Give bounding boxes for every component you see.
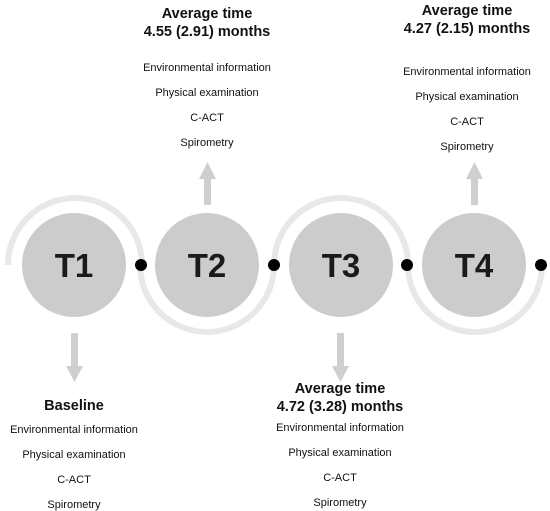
t2-title-line-1: Average time <box>161 6 253 22</box>
t4-info-block: Average time 4.27 (2.15) months Environm… <box>347 2 550 153</box>
t4-item-physical: Physical examination <box>415 91 519 103</box>
t4-title-line-2: 4.27 (2.15) months <box>403 21 531 37</box>
t2-info-block: Average time 4.55 (2.91) months Environm… <box>87 5 327 149</box>
t1-item-physical: Physical examination <box>22 449 126 461</box>
connector-dot-2 <box>268 259 280 271</box>
t4-item-spirometry: Spirometry <box>440 141 494 153</box>
t2-node-circle <box>155 213 259 317</box>
t3-info-block: Average time 4.72 (3.28) months Environm… <box>220 380 460 509</box>
t1-node-circle <box>22 213 126 317</box>
t1-node-label: T1 <box>55 247 94 284</box>
t4-node-circle <box>422 213 526 317</box>
t1-item-environmental: Environmental information <box>10 424 138 436</box>
t3-node-label: T3 <box>322 247 361 284</box>
t1-arrow-down <box>66 333 83 382</box>
connector-dot-3 <box>401 259 413 271</box>
t3-title-line-1: Average time <box>294 381 386 397</box>
t2-node-label: T2 <box>188 247 227 284</box>
t1-item-cact: C-ACT <box>57 474 91 486</box>
t3-node-circle <box>289 213 393 317</box>
t3-title-line-2: 4.72 (3.28) months <box>276 399 404 415</box>
t4-item-environmental: Environmental information <box>403 66 531 78</box>
t3-item-spirometry: Spirometry <box>313 497 367 509</box>
t4-item-cact: C-ACT <box>450 116 484 128</box>
t4-title-line-1: Average time <box>421 3 513 19</box>
t2-item-environmental: Environmental information <box>143 62 271 74</box>
t2-title-line-2: 4.55 (2.91) months <box>143 24 271 40</box>
t1-title: Baseline <box>44 398 104 414</box>
t4-node-label: T4 <box>455 247 494 284</box>
t2-item-cact: C-ACT <box>190 112 224 124</box>
t3-item-environmental: Environmental information <box>276 422 404 434</box>
connector-dot-4 <box>535 259 547 271</box>
t3-arrow-down <box>332 333 349 382</box>
t3-item-cact: C-ACT <box>323 472 357 484</box>
t3-item-physical: Physical examination <box>288 447 392 459</box>
t3-ring-arc <box>271 195 411 266</box>
t1-item-spirometry: Spirometry <box>47 499 101 511</box>
t2-item-physical: Physical examination <box>155 87 259 99</box>
t4-arrow-up <box>466 162 483 205</box>
t2-item-spirometry: Spirometry <box>180 137 234 149</box>
t1-info-block: Baseline Environmental information Physi… <box>0 397 194 511</box>
t2-ring-arc <box>137 264 277 335</box>
t1-ring-arc <box>5 195 145 266</box>
t4-ring-arc <box>405 264 545 335</box>
connector-dot-1 <box>135 259 147 271</box>
t2-arrow-up <box>199 162 216 205</box>
